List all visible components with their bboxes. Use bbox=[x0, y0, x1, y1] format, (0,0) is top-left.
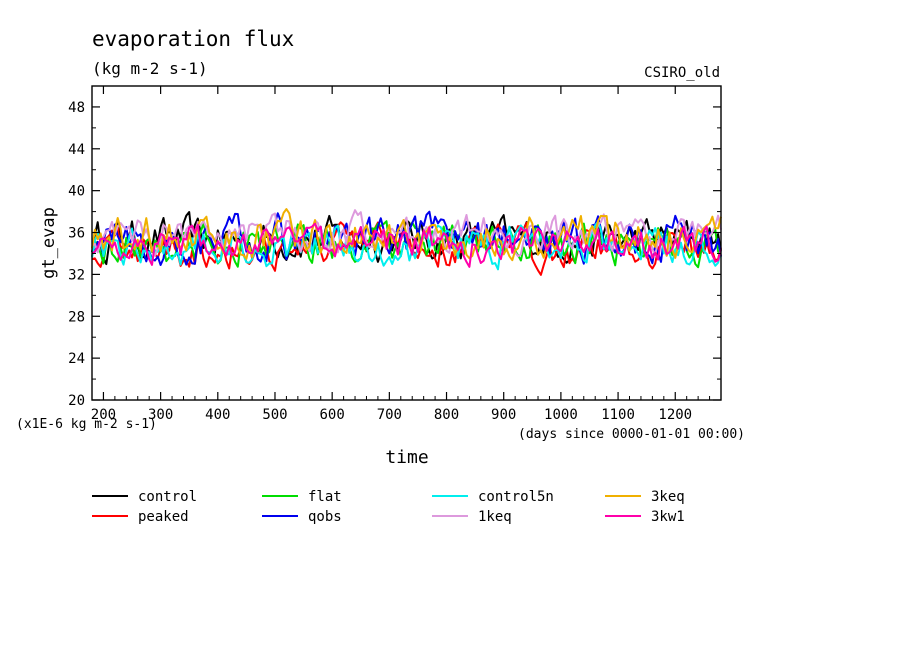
x-tick-label: 200 bbox=[91, 407, 116, 423]
chart-title: evaporation flux bbox=[92, 27, 294, 51]
x-tick-label: 600 bbox=[320, 407, 345, 423]
y-tick-label: 40 bbox=[68, 184, 85, 200]
plot-frame bbox=[91, 85, 722, 401]
y-tick-label: 20 bbox=[68, 393, 85, 409]
x-tick-label: 1200 bbox=[658, 407, 692, 423]
x-tick-label: 800 bbox=[434, 407, 459, 423]
legend-label: 1keq bbox=[478, 509, 512, 525]
x-tick-label: 1000 bbox=[544, 407, 578, 423]
y-tick-label: 36 bbox=[68, 226, 85, 242]
legend-label: control5n bbox=[478, 489, 554, 505]
legend-label: peaked bbox=[138, 509, 189, 525]
x-tick-label: 300 bbox=[148, 407, 173, 423]
chart-units: (kg m-2 s-1) bbox=[92, 59, 208, 78]
y-tick-label: 24 bbox=[68, 351, 85, 367]
legend-label: control bbox=[138, 489, 197, 505]
series-layer bbox=[91, 208, 722, 276]
x-axis-label: time bbox=[385, 447, 428, 468]
x-tick-label: 500 bbox=[262, 407, 287, 423]
series-line-3kw1 bbox=[91, 222, 722, 268]
legend-item-control: control bbox=[92, 489, 197, 505]
legend-item-control5n: control5n bbox=[432, 489, 554, 505]
y-scale-note: (x1E-6 kg m-2 s-1) bbox=[16, 417, 157, 432]
legend-item-peaked: peaked bbox=[92, 509, 189, 525]
legend-label: 3kw1 bbox=[651, 509, 685, 525]
axis-layer: 200 300 400 500 600 700 800 900 1000 1100 1200 20 24… bbox=[68, 86, 721, 423]
legend-item-3kw1: 3kw1 bbox=[605, 509, 685, 525]
y-tick-label: 28 bbox=[68, 309, 85, 325]
y-axis-label: gt_evap bbox=[39, 207, 59, 279]
x-tick-label: 400 bbox=[205, 407, 230, 423]
y-tick-label: 48 bbox=[68, 100, 85, 116]
x-units-note: (days since 0000-01-01 00:00) bbox=[518, 427, 745, 442]
x-tick-label: 700 bbox=[377, 407, 402, 423]
x-tick-label: 1100 bbox=[601, 407, 635, 423]
legend-label: 3keq bbox=[651, 489, 685, 505]
y-tick-label: 32 bbox=[68, 267, 85, 283]
legend-item-qobs: qobs bbox=[262, 509, 342, 525]
legend-label: qobs bbox=[308, 509, 342, 525]
legend-label: flat bbox=[308, 489, 342, 505]
x-tick-label: 900 bbox=[491, 407, 516, 423]
legend-item-flat: flat bbox=[262, 489, 342, 505]
legend-item-1keq: 1keq bbox=[432, 509, 512, 525]
model-label: CSIRO_old bbox=[644, 65, 720, 81]
y-tick-label: 44 bbox=[68, 142, 85, 158]
legend: control peaked flat qobs control5n 1keq 3keq 3k… bbox=[92, 489, 685, 525]
legend-item-3keq: 3keq bbox=[605, 489, 685, 505]
